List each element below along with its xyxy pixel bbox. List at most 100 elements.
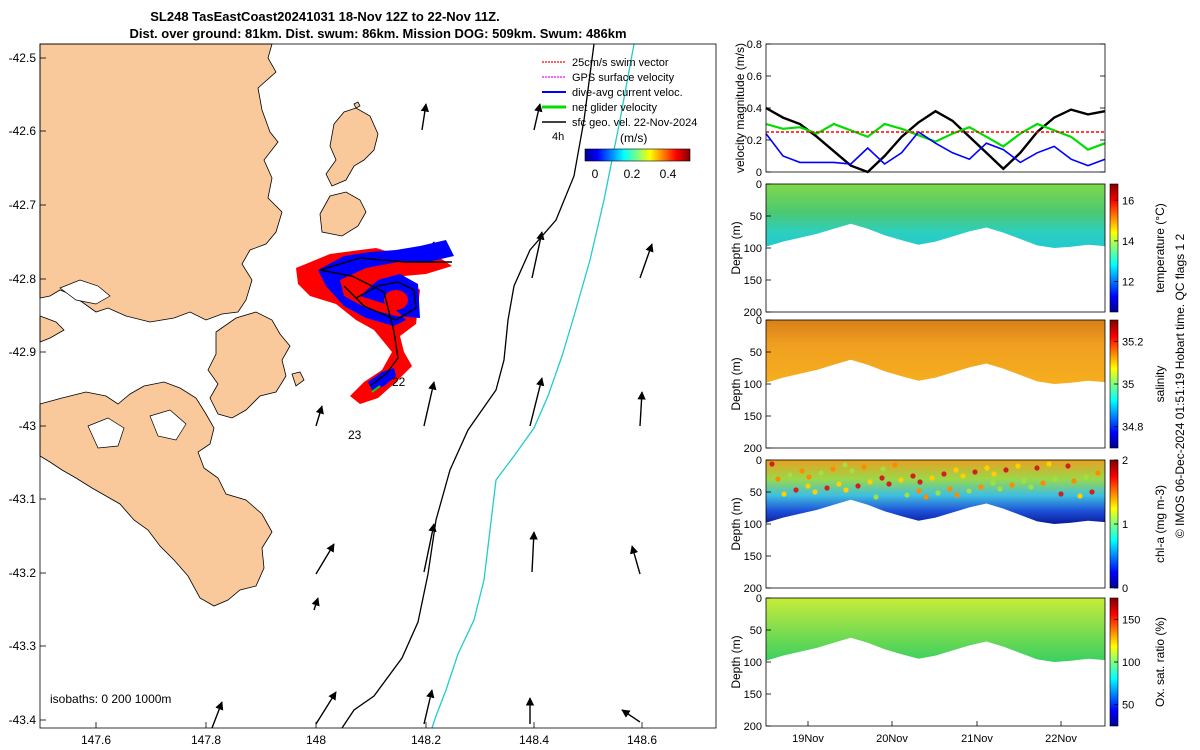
chl-sample-point: [781, 491, 787, 497]
geo-arrow: [423, 523, 437, 573]
section-y-tick-label: 0: [756, 593, 762, 605]
geo-arrow: [533, 103, 543, 131]
chl-sample-point: [954, 492, 960, 498]
chl-sample-point: [929, 475, 935, 481]
day-label-23: 23: [348, 428, 362, 442]
colorbar-tick-label: 35: [1122, 379, 1134, 391]
chl-sample-point: [769, 461, 775, 467]
chl-sample-point: [947, 486, 953, 492]
bay-3: [149, 409, 187, 441]
section-y-tick-label: 50: [750, 211, 762, 223]
velocity-series-2: [765, 130, 1106, 167]
geo-arrow: [630, 545, 641, 575]
velocity-series-1: [765, 122, 1106, 151]
section-y-tick-label: 0: [756, 179, 762, 191]
map-x-tick-label: 147.8: [191, 733, 221, 747]
chl-sample-point: [941, 471, 947, 477]
legend-gps-label: GPS surface velocity: [572, 72, 675, 84]
chl-sample-point: [836, 481, 842, 487]
geo-arrow: [311, 597, 320, 611]
chl-sample-point: [818, 470, 824, 476]
chl-sample-point: [910, 473, 916, 479]
isobaths-label: isobaths: 0 200 1000m: [50, 692, 171, 706]
map-x-tick-label: 148: [306, 733, 326, 747]
isobath-200m: [341, 43, 595, 729]
geo-arrow: [315, 405, 324, 427]
map-x-tick-label: 147.6: [81, 733, 111, 747]
velocity-panel: 0 0.2 0.4 0.6 0.8 velocity magnitude (m/s): [733, 39, 1106, 179]
colorbar-tick-label: 34.8: [1122, 422, 1143, 434]
islet-2: [353, 101, 361, 109]
chl-sample-point: [972, 469, 978, 475]
section-y-tick-label: 100: [744, 519, 762, 531]
chl-sample-point: [917, 479, 923, 485]
chl-sample-point: [1071, 478, 1077, 484]
chl-sample-point: [830, 466, 836, 472]
maria-island-south: [319, 191, 367, 237]
map-x-tick-label: 148.4: [519, 733, 549, 747]
geo-velocity-arrows: [211, 103, 654, 729]
chl-sample-point: [960, 473, 966, 479]
colorbar-tick-label: 150: [1122, 614, 1140, 626]
section-panel-2: 0 50 100 150 200 Depth (m) 34.8 35 35.2 salinity: [729, 315, 1167, 455]
maria-island-north: [325, 107, 379, 187]
chl-sample-point: [812, 489, 818, 495]
legend-geo-label: sfc geo. vel. 22-Nov-2024: [572, 117, 697, 129]
geo-arrow: [621, 709, 641, 723]
chl-sample-point: [898, 477, 904, 483]
chl-sample-point: [997, 486, 1003, 492]
section-data-field: [766, 460, 1105, 524]
section-y-tick-label: 50: [750, 347, 762, 359]
map-y-tick-label: -43: [19, 419, 37, 433]
section-y-tick-label: 150: [744, 689, 762, 701]
chl-sample-point: [861, 464, 867, 470]
glider-track: [296, 240, 454, 404]
geo-arrow: [639, 243, 654, 279]
chl-sample-point: [1065, 463, 1071, 469]
chl-sample-point: [1058, 491, 1064, 497]
chl-sample-point: [1003, 467, 1009, 473]
chl-sample-point: [990, 480, 996, 486]
section-colorbar: [1109, 183, 1119, 313]
geo-arrow: [423, 381, 437, 427]
velocity-plot-area: [766, 44, 1105, 172]
section-ylabel: Depth (m): [729, 221, 743, 274]
chl-sample-point: [793, 487, 799, 493]
net-velocity-green: [371, 385, 381, 393]
velocity-ylabel: velocity magnitude (m/s): [733, 43, 747, 173]
islet-1: [291, 371, 305, 387]
chl-sample-point: [867, 479, 873, 485]
section-ylabel: Depth (m): [729, 497, 743, 550]
map-y-ticks: -42.5 -42.6 -42.7 -42.8 -42.9 -43 -43.1 -43.2 -4…: [9, 51, 46, 727]
colorbar-tick-label: 1: [1122, 519, 1128, 531]
section-y-tick-label: 200: [744, 583, 762, 595]
chl-sample-point: [1046, 461, 1052, 467]
map-x-ticks: 147.6 147.8 148 148.2 148.4 148.6: [81, 722, 657, 747]
time-tick-label: 19Nov: [792, 733, 824, 745]
geo-arrow: [531, 231, 545, 279]
map-frame: [39, 43, 717, 729]
bay-1: [59, 279, 111, 305]
chl-sample-point: [1040, 480, 1046, 486]
map-y-tick-label: -42.8: [9, 272, 37, 286]
velocity-series: [765, 106, 1106, 174]
section-y-tick-label: 200: [744, 443, 762, 455]
section-y-tick-label: 50: [750, 487, 762, 499]
colorbar-tick-2: 0.4: [660, 167, 677, 181]
section-y-tick-label: 150: [744, 411, 762, 423]
chl-sample-point: [953, 467, 959, 473]
map-y-tick-label: -43.2: [9, 566, 37, 580]
chl-sample-point: [1015, 463, 1021, 469]
chl-sample-point: [1021, 478, 1027, 484]
colorbar-label: Ox. sat. ratio (%): [1153, 617, 1167, 707]
chl-sample-point: [873, 494, 879, 500]
legend-dive-label: dive-avg current veloc.: [572, 87, 683, 99]
time-tick-label: 20Nov: [876, 733, 908, 745]
colorbar-tick-label: 12: [1122, 277, 1134, 289]
speed-colorbar: [584, 148, 691, 162]
chl-sample-point: [849, 468, 855, 474]
map-y-tick-label: -42.6: [9, 124, 37, 138]
map-y-tick-label: -42.7: [9, 198, 37, 212]
chl-sample-point: [1083, 474, 1089, 480]
legend-swim-label: 25cm/s swim vector: [572, 57, 669, 69]
